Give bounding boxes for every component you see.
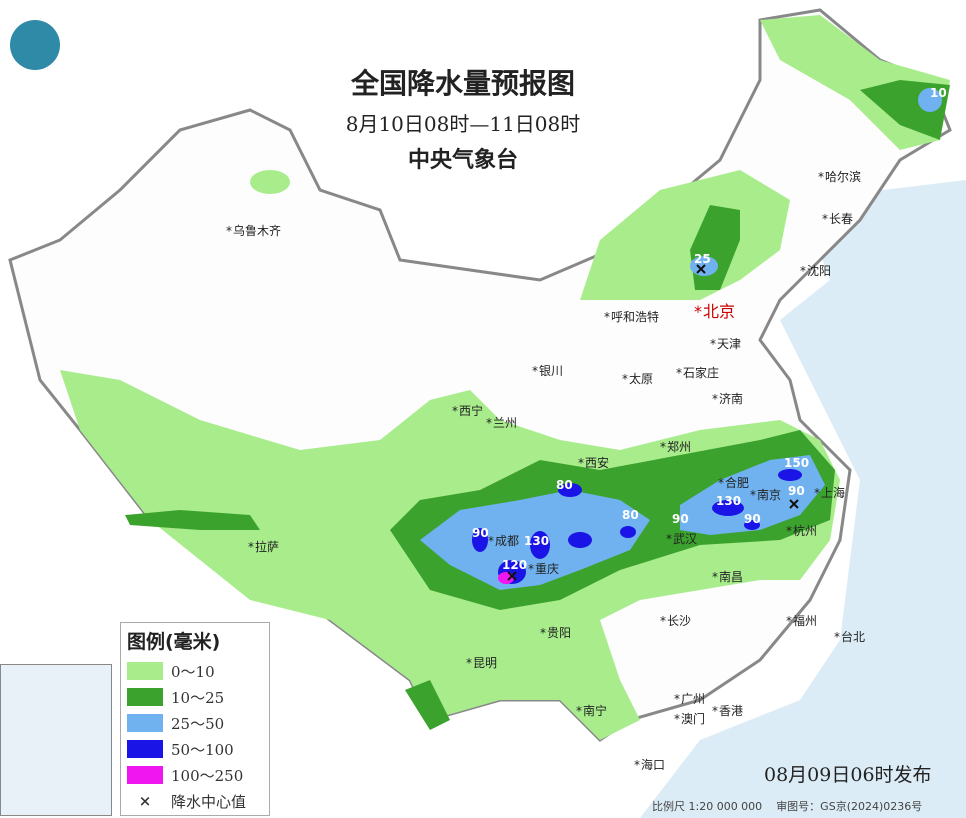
city-label: 香港 [712, 702, 743, 719]
rain-value: 150 [784, 456, 810, 470]
city-label: 武汉 [666, 530, 697, 547]
city-label: 福州 [786, 612, 817, 629]
legend-label: 0～10 [171, 662, 215, 681]
city-label: 南京 [750, 486, 781, 503]
city-label: 西安 [578, 454, 609, 471]
rain-0-10-xinjiang [250, 170, 290, 194]
rain-value: 80 [622, 508, 639, 522]
legend-label: 100～250 [171, 766, 244, 785]
rain-value: 80 [556, 478, 573, 492]
rain-value: 130 [524, 534, 550, 548]
cma-logo [10, 20, 60, 70]
rain-value: 10 [930, 86, 947, 100]
city-label: 重庆 [528, 560, 559, 577]
city-label: 西宁 [452, 402, 483, 419]
rain-10-25-tibet [125, 510, 260, 530]
city-label: 南宁 [576, 702, 607, 719]
legend-label: 50～100 [171, 740, 234, 759]
city-label: 南昌 [712, 568, 743, 585]
legend-swatch [127, 662, 163, 680]
scale-label: 比例尺 1:20 000 000 [652, 800, 763, 813]
city-label: 海口 [634, 756, 665, 773]
city-label: 呼和浩特 [604, 308, 659, 325]
city-label: 拉萨 [248, 538, 279, 555]
city-label: 乌鲁木齐 [226, 222, 281, 239]
city-label: 昆明 [466, 654, 497, 671]
south-china-sea-inset [0, 664, 112, 816]
city-label: 贵阳 [540, 624, 571, 641]
city-label: 澳门 [674, 710, 705, 727]
rain-value: 130 [716, 494, 742, 508]
map-title: 全国降水量预报图 [350, 67, 575, 100]
legend-item: 50～100 [127, 736, 263, 762]
rain-value: 90 [472, 526, 489, 540]
legend-item: 100～250 [127, 762, 263, 788]
rain-value: 90 [744, 512, 761, 526]
city-label: 哈尔滨 [818, 168, 861, 185]
sea [640, 180, 966, 818]
legend-title: 图例(毫米) [127, 631, 221, 653]
rain-center-icon: × [138, 792, 152, 810]
city-label: 北京 [694, 298, 735, 322]
rain-100-250 [498, 572, 514, 584]
forecast-period: 8月10日08时—11日08时 [345, 112, 581, 136]
city-label: 上海 [814, 484, 845, 501]
legend-swatch [127, 688, 163, 706]
city-label: 杭州 [786, 522, 817, 539]
rain-value: 25 [694, 252, 711, 266]
approval-number: 审图号：GS京(2024)0236号 [776, 800, 923, 813]
legend-swatch [127, 766, 163, 784]
rain-value: 90 [672, 512, 689, 526]
city-label: 广州 [674, 690, 705, 707]
rain-center-markers [507, 264, 799, 581]
legend: 图例(毫米) 0～10 10～25 25～50 50～100 100～250 ×… [120, 622, 270, 816]
legend-item: × 降水中心值 [127, 788, 263, 814]
city-label: 成都 [488, 532, 519, 549]
city-label: 石家庄 [676, 364, 719, 381]
legend-label: 25～50 [171, 714, 225, 733]
rain-10-25-south [405, 680, 450, 730]
legend-item: 25～50 [127, 710, 263, 736]
city-label: 银川 [532, 362, 563, 379]
scale-and-approval: 比例尺 1:20 000 000 审图号：GS京(2024)0236号 [652, 798, 922, 814]
city-label: 台北 [834, 628, 865, 645]
city-label: 济南 [712, 390, 743, 407]
rain-25-50-ne [918, 88, 942, 112]
city-label: 长春 [822, 210, 853, 227]
issuer: 中央气象台 [407, 148, 518, 173]
city-label: 长沙 [660, 612, 691, 629]
issue-time: 08月09日06时发布 [764, 764, 932, 786]
city-label: 兰州 [486, 414, 517, 431]
city-label: 沈阳 [800, 262, 831, 279]
city-label: 合肥 [718, 474, 749, 491]
legend-item: 10～25 [127, 684, 263, 710]
city-label: 太原 [622, 370, 653, 387]
legend-label: 降水中心值 [171, 792, 247, 811]
legend-item: 0～10 [127, 658, 263, 684]
city-label: 郑州 [660, 438, 691, 455]
rain-value: 120 [502, 558, 528, 572]
rain-0-10-north [580, 170, 790, 300]
city-label: 天津 [710, 335, 741, 352]
legend-label: 10～25 [171, 688, 225, 707]
legend-swatch [127, 714, 163, 732]
rain-value: 90 [788, 484, 805, 498]
legend-swatch [127, 740, 163, 758]
